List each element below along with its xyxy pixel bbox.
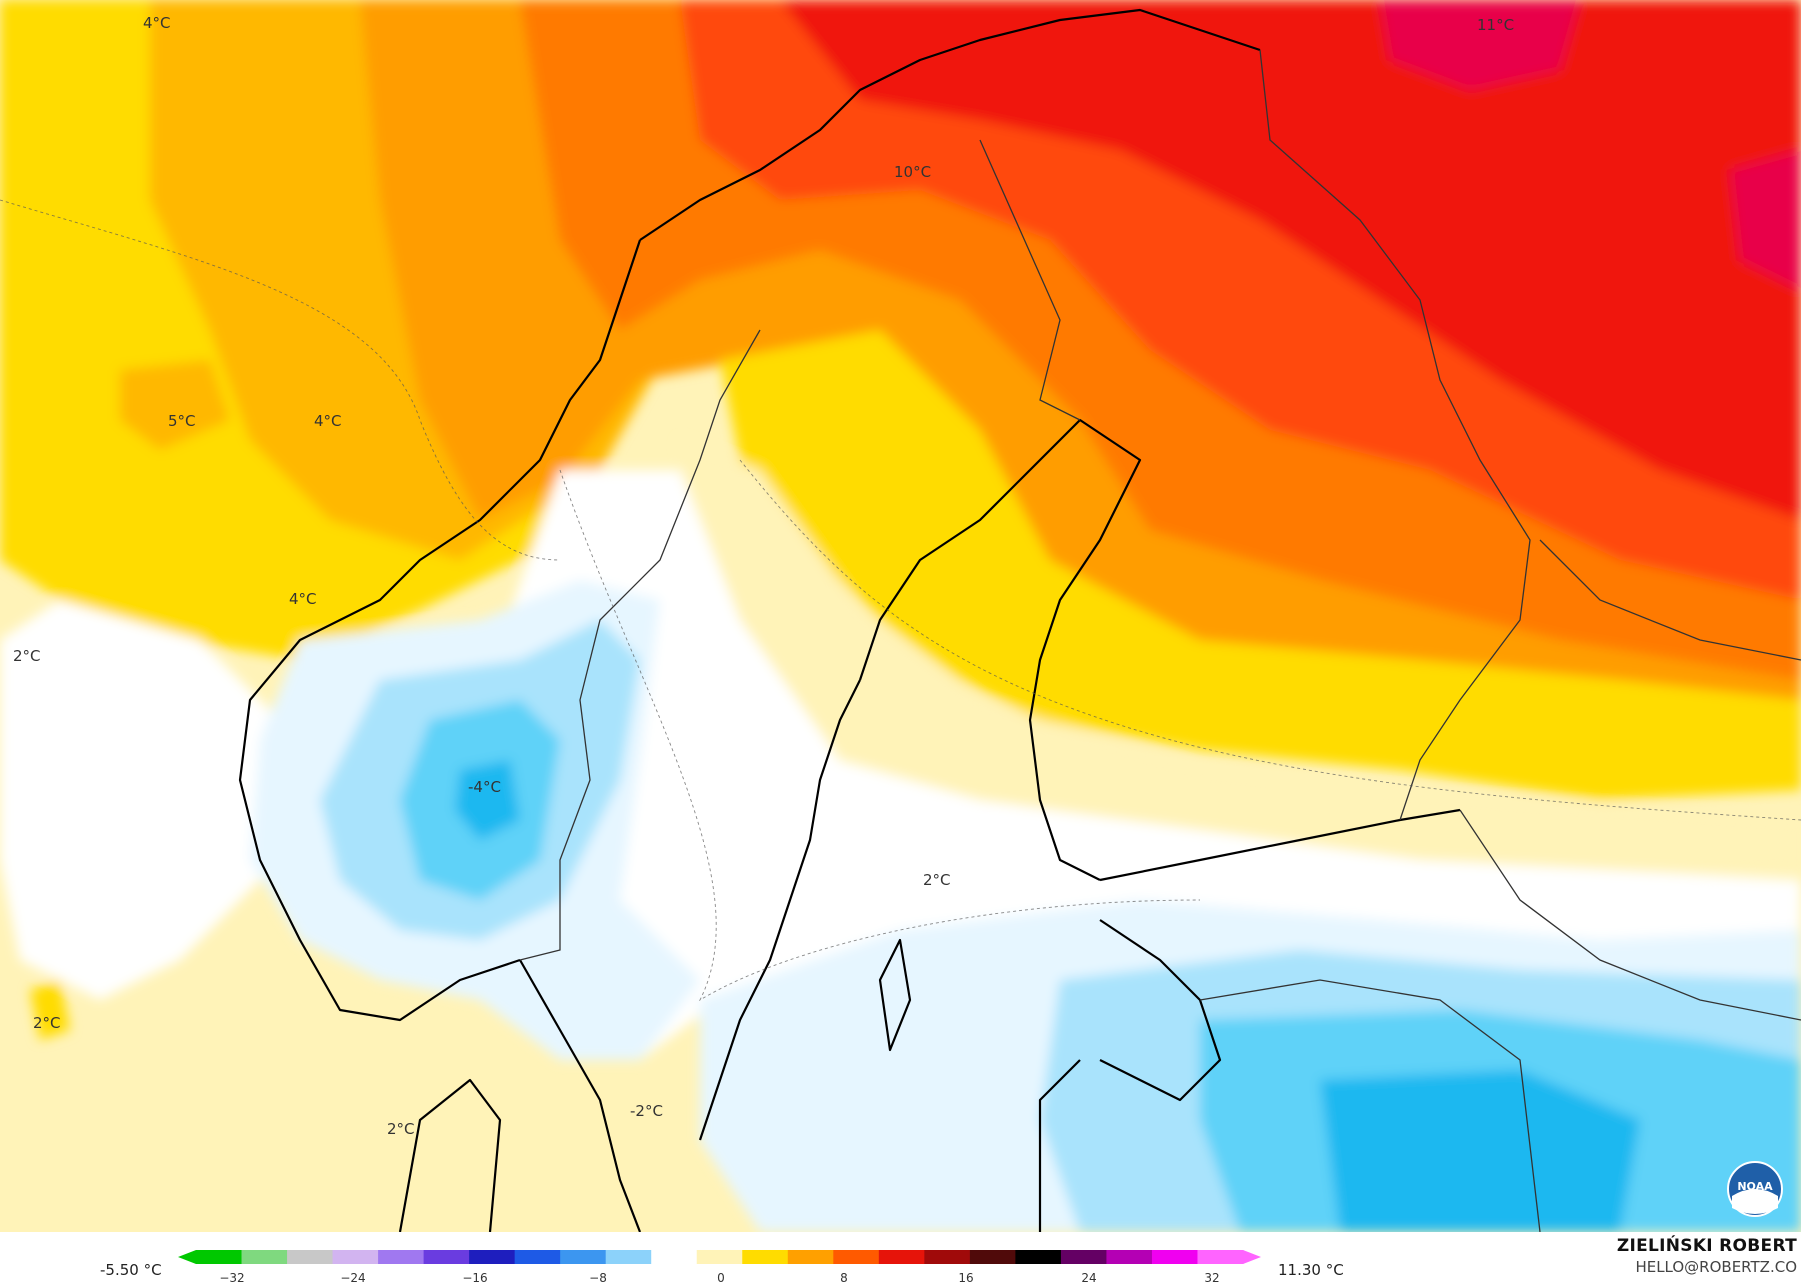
colorbar-segment [1015,1250,1062,1264]
sweden-coast [519,679,861,1232]
border-balt [1199,979,1541,1232]
colorbar-tick: −32 [219,1271,245,1285]
borders [519,49,1801,1232]
norway-coast [238,8,1261,1022]
isotherm-label: -4°C [468,778,501,796]
field-amber-mid [120,360,230,450]
denmark-coast [398,1078,502,1232]
coastlines [238,8,1461,1232]
colorbar-segment [651,1250,698,1264]
colorbar-segment [287,1250,334,1264]
colorbar-segment [196,1250,243,1264]
colorbar-segment [378,1250,425,1264]
isotherms [0,199,1801,1002]
border-no-se [519,329,761,961]
finland-coast [1099,808,1461,882]
isotherm-label: 4°C [289,590,317,608]
author-email[interactable]: HELLO@ROBERTZ.CO [1635,1258,1797,1276]
field-red [780,0,1801,520]
colorbar-segment [969,1250,1016,1264]
colorbar-segment [1106,1250,1153,1264]
isotherm-label: 4°C [314,412,342,430]
gotland [878,938,912,1052]
isotherm-label: 11°C [1477,16,1515,34]
bothnia-coast [858,418,1142,881]
noaa-logo: NOAA [1727,1161,1783,1217]
colorbar-segment [696,1250,743,1264]
colorbar-segment [1151,1250,1198,1264]
colorbar-segment [469,1250,516,1264]
isotherm-label: 5°C [168,412,196,430]
border-east [1459,539,1801,1021]
isotherm-label: -2°C [630,1102,663,1120]
author-name: ZIELIŃSKI ROBERT [1616,1236,1797,1256]
colorbar-arrow-right [1243,1250,1261,1264]
isotherm-label: 2°C [387,1120,415,1138]
field-yellow-central [720,330,1801,800]
field-deepblue-east [1320,1070,1640,1232]
colorbar-segment [878,1250,925,1264]
isotherm-label: 10°C [894,163,932,181]
colorbar [178,1250,1261,1264]
colorbar-segment [924,1250,971,1264]
colorbar-segment [1060,1250,1107,1264]
colorbar-segment [332,1250,379,1264]
baltic-coast [1038,919,1222,1232]
colorbar-segment [514,1250,561,1264]
colorbar-segment [742,1250,789,1264]
colorbar-tick: −8 [589,1271,607,1285]
colorbar-arrow-left [178,1250,196,1264]
field-yellow-sw [30,980,70,1040]
field-lightyellow-central [680,440,1801,880]
field-white-sw [0,600,280,1000]
colorbar-segment [560,1250,607,1264]
colorbar-tick: −16 [462,1271,488,1285]
border-se-fi [979,139,1081,421]
colorbar-segment [833,1250,880,1264]
colorbar-tick: 24 [1081,1271,1097,1285]
colorbar-segment [787,1250,834,1264]
colorbar-tick: 0 [717,1271,725,1285]
isotherm-label: 2°C [13,647,41,665]
legend-min-value: -5.50 °C [100,1261,162,1279]
field-crimson-east [1730,150,1801,290]
author-credit: ZIELIŃSKI ROBERT HELLO@ROBERTZ.CO [1617,1236,1797,1276]
colorbar-tick: 16 [958,1271,974,1285]
colorbar-tick: −24 [340,1271,366,1285]
temperature-field [0,0,1801,1232]
colorbar-tick: 32 [1204,1271,1220,1285]
isotherm-label: 4°C [143,14,171,32]
colorbar-tick: 8 [840,1271,848,1285]
temperature-map: 4°C 11°C 10°C 5°C 4°C 4°C 2°C -4°C 2°C 2… [0,0,1801,1232]
colorbar-segment [423,1250,470,1264]
field-crimson-north [1380,0,1580,90]
field-deepblue-scandes [455,760,520,840]
border-fi-ru [1259,49,1531,821]
field-white-band [480,470,1801,1060]
colorbar-segment [1197,1250,1244,1264]
legend-max-value: 11.30 °C [1278,1261,1344,1279]
noaa-logo-text: NOAA [1737,1180,1773,1193]
colorbar-segment [605,1250,652,1264]
colorbar-segment [241,1250,288,1264]
isotherm-label: 2°C [923,871,951,889]
isotherm-label: 2°C [33,1014,61,1032]
